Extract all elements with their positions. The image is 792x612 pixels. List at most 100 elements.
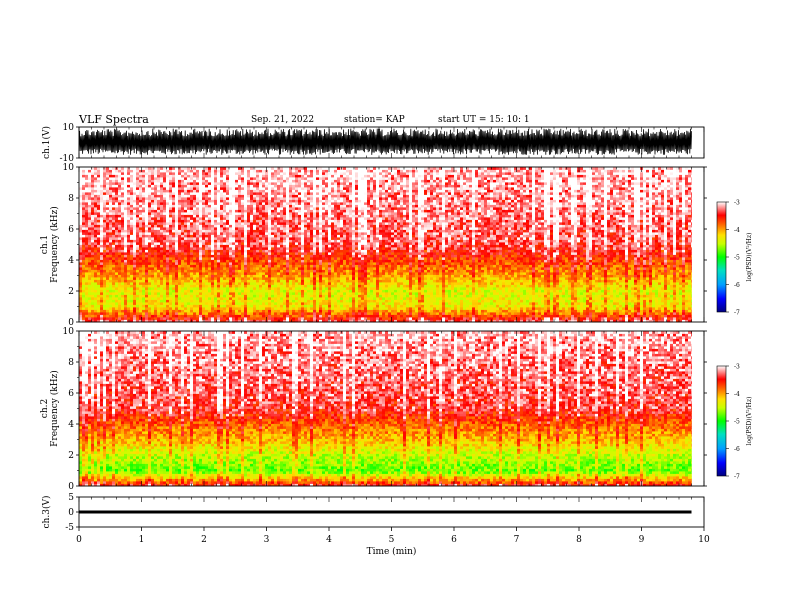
ch1-spectrogram-cell [85,300,88,303]
ch1-spectrogram-cell [154,305,157,308]
ch1-spectrogram-cell [121,260,124,263]
ch1-spectrogram-cell [136,307,139,310]
ch1-spectrogram-cell [91,272,94,275]
ch1-spectrogram-cell [91,305,94,308]
ch1-spectrogram-cell [160,290,163,293]
ch1-spectrogram-cell [163,247,166,250]
ch1-spectrogram-cell [115,270,118,273]
ch1-spectrogram-cell [88,232,91,235]
ch1-spectrogram-cell [109,185,112,188]
ch1-spectrogram-cell [151,212,154,215]
ch1-spectrogram-cell [127,245,130,248]
ch1-spectrogram-cell [145,300,148,303]
ch1-spectrogram-cell [85,270,88,273]
ch1-spectrogram-cell [169,232,172,235]
ch1-spectrogram-cell [172,195,175,198]
ch1-spectrogram-cell [154,172,157,175]
ch1-spectrogram-cell [85,265,88,268]
ch1-spectrogram-cell [160,272,163,275]
ch1-spectrogram-cell [85,187,88,190]
ch1-spectrogram-cell [163,272,166,275]
ch1-spectrogram-cell [145,227,148,230]
ch1-spectrogram-cell [151,257,154,260]
ch1-spectrogram-cell [121,225,124,228]
ch1-spectrogram-cell [97,245,100,248]
ch1-spectrogram-cell [91,245,94,248]
ch1-spectrogram-cell [133,227,136,230]
ch1-spectrogram-cell [148,242,151,245]
ch1-spectrogram-cell [91,267,94,270]
ch1-spectrogram-cell [142,280,145,283]
ch1-spectrogram-cell [136,232,139,235]
ch1-spectrogram-cell [163,282,166,285]
ch1-spectrogram-cell [88,237,91,240]
ch1-spectrogram-cell [160,310,163,313]
ch1-spectrogram-cell [130,295,133,298]
ch1-spectrogram-cell [130,250,133,253]
ch1-spectrogram-cell [169,205,172,208]
ch1-spectrogram-cell [130,182,133,185]
ch1-spectrogram-cell [109,192,112,195]
ch1-spectrogram-cell [85,170,88,173]
ch1-spectrogram-cell [82,195,85,198]
ch1-spectrogram-cell [172,170,175,173]
ch1-spectrogram-cell [145,170,148,173]
ch1-spectrogram-cell [166,232,169,235]
ch1-spectrogram-cell [124,215,127,218]
ch1-spectrogram-cell [169,240,172,243]
ch1-spectrogram-cell [154,250,157,253]
ch1-spectrogram-cell [118,212,121,215]
ch1-spectrogram-cell [157,190,160,193]
ch1-spectrogram-cell [121,307,124,310]
ch1-spectrogram-cell [79,302,82,305]
ch1-spectrogram-cell [88,212,91,215]
ch1-spectrogram-cell [97,310,100,313]
ch1-spectrogram-cell [148,230,151,233]
ch1-spectrogram-cell [124,257,127,260]
ch1-spectrogram-cell [112,245,115,248]
ch1-spectrogram-cell [151,287,154,290]
ch1-spectrogram-cell [163,182,166,185]
ch1-spectrogram-cell [148,177,151,180]
ch1-spectrogram-cell [172,225,175,228]
ch1-spectrogram-cell [160,247,163,250]
ch1-spectrogram-cell [166,225,169,228]
ch1-spectrogram-cell [163,285,166,288]
ch1-spectrogram-cell [166,312,169,315]
ch1-spectrogram-cell [145,200,148,203]
ch1-spectrogram-cell [97,257,100,260]
ch1-spectrogram-cell [112,287,115,290]
ch1-spectrogram-cell [133,192,136,195]
ch1-spectrogram-cell [151,265,154,268]
ch1-spectrogram-cell [157,182,160,185]
ch1-spectrogram-cell [94,250,97,253]
ch1-spectrogram-cell [121,312,124,315]
ch1-spectrogram-cell [91,192,94,195]
ch1-spectrogram-cell [139,312,142,315]
ch1-spectrogram-cell [79,215,82,218]
ch1-spectrogram-cell [118,275,121,278]
ch1-spectrogram-cell [118,260,121,263]
ch1-spectrogram-cell [148,307,151,310]
ch1-spectrogram-cell [163,175,166,178]
ch1-spectrogram-cell [175,255,178,258]
ch1-spectrogram-cell [106,212,109,215]
ch1-spectrogram-cell [145,175,148,178]
ch1-spectrogram-cell [106,272,109,275]
ch1-spectrogram-cell [109,170,112,173]
ch1-spectrogram-cell [118,230,121,233]
ch1-spectrogram-cell [97,280,100,283]
ch1-spectrogram-cell [118,272,121,275]
ch1-spectrogram-cell [163,215,166,218]
ch1-spectrogram-cell [157,200,160,203]
ch1-spectrogram-cell [109,220,112,223]
ch1-spectrogram-cell [124,310,127,313]
ch1-spectrogram-cell [127,262,130,265]
ch1-spectrogram-cell [88,190,91,193]
ch1-spectrogram-cell [169,300,172,303]
ch1-spectrogram-cell [121,242,124,245]
ch1-spectrogram-cell [118,172,121,175]
ch1-spectrogram-cell [163,235,166,238]
ch1-spectrogram-cell [85,235,88,238]
ch1-spectrogram-cell [151,182,154,185]
